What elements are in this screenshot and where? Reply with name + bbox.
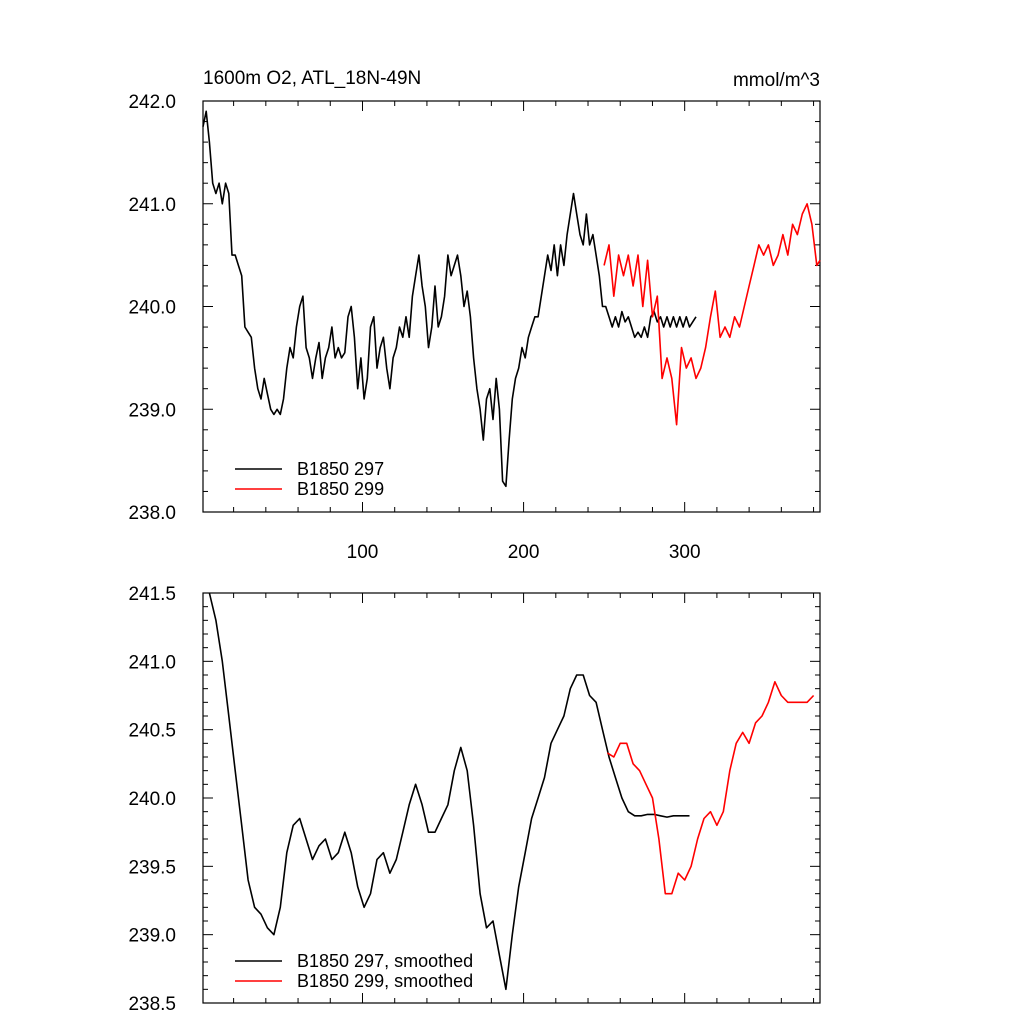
series-line-1: [202, 110, 697, 488]
y-tick-label: 240.5: [128, 721, 176, 742]
series-line-2: [606, 680, 815, 895]
y-tick-label: 242.0: [128, 92, 176, 113]
top-panel: 238.0 239.0 240.0 241.0 242.0 100 200 300 B1850 …: [128, 92, 821, 563]
top-panel-units: mmol/m^3: [733, 70, 820, 91]
legend-label: B1850 297: [297, 459, 384, 479]
y-tick-label: 241.5: [128, 584, 176, 605]
y-tick-label: 240.0: [128, 298, 176, 319]
x-tick-label: 200: [508, 542, 540, 563]
legend-label: B1850 297, smoothed: [297, 951, 473, 971]
bottom-panel: 238.5 239.0 239.5 240.0 240.5 241.0 241.5 B1850…: [128, 584, 821, 1015]
legend-label: B1850 299: [297, 479, 384, 499]
y-tick-label: 241.0: [128, 195, 176, 216]
x-tick-label: 300: [669, 542, 701, 563]
x-tick-label: 100: [347, 542, 379, 563]
y-tick-label: 239.5: [128, 857, 176, 878]
y-tick-label: 240.0: [128, 789, 176, 810]
top-panel-title: 1600m O2, ATL_18N-49N: [203, 68, 421, 89]
series-line-1: [208, 592, 690, 991]
y-tick-label: 239.0: [128, 400, 176, 421]
y-tick-label: 239.0: [128, 926, 176, 947]
y-tick-label: 241.0: [128, 652, 176, 673]
legend-label: B1850 299, smoothed: [297, 971, 473, 991]
y-tick-label: 238.0: [128, 503, 176, 524]
y-tick-label: 238.5: [128, 994, 176, 1015]
plot-frame: [202, 100, 821, 513]
series-line-2: [603, 203, 821, 426]
